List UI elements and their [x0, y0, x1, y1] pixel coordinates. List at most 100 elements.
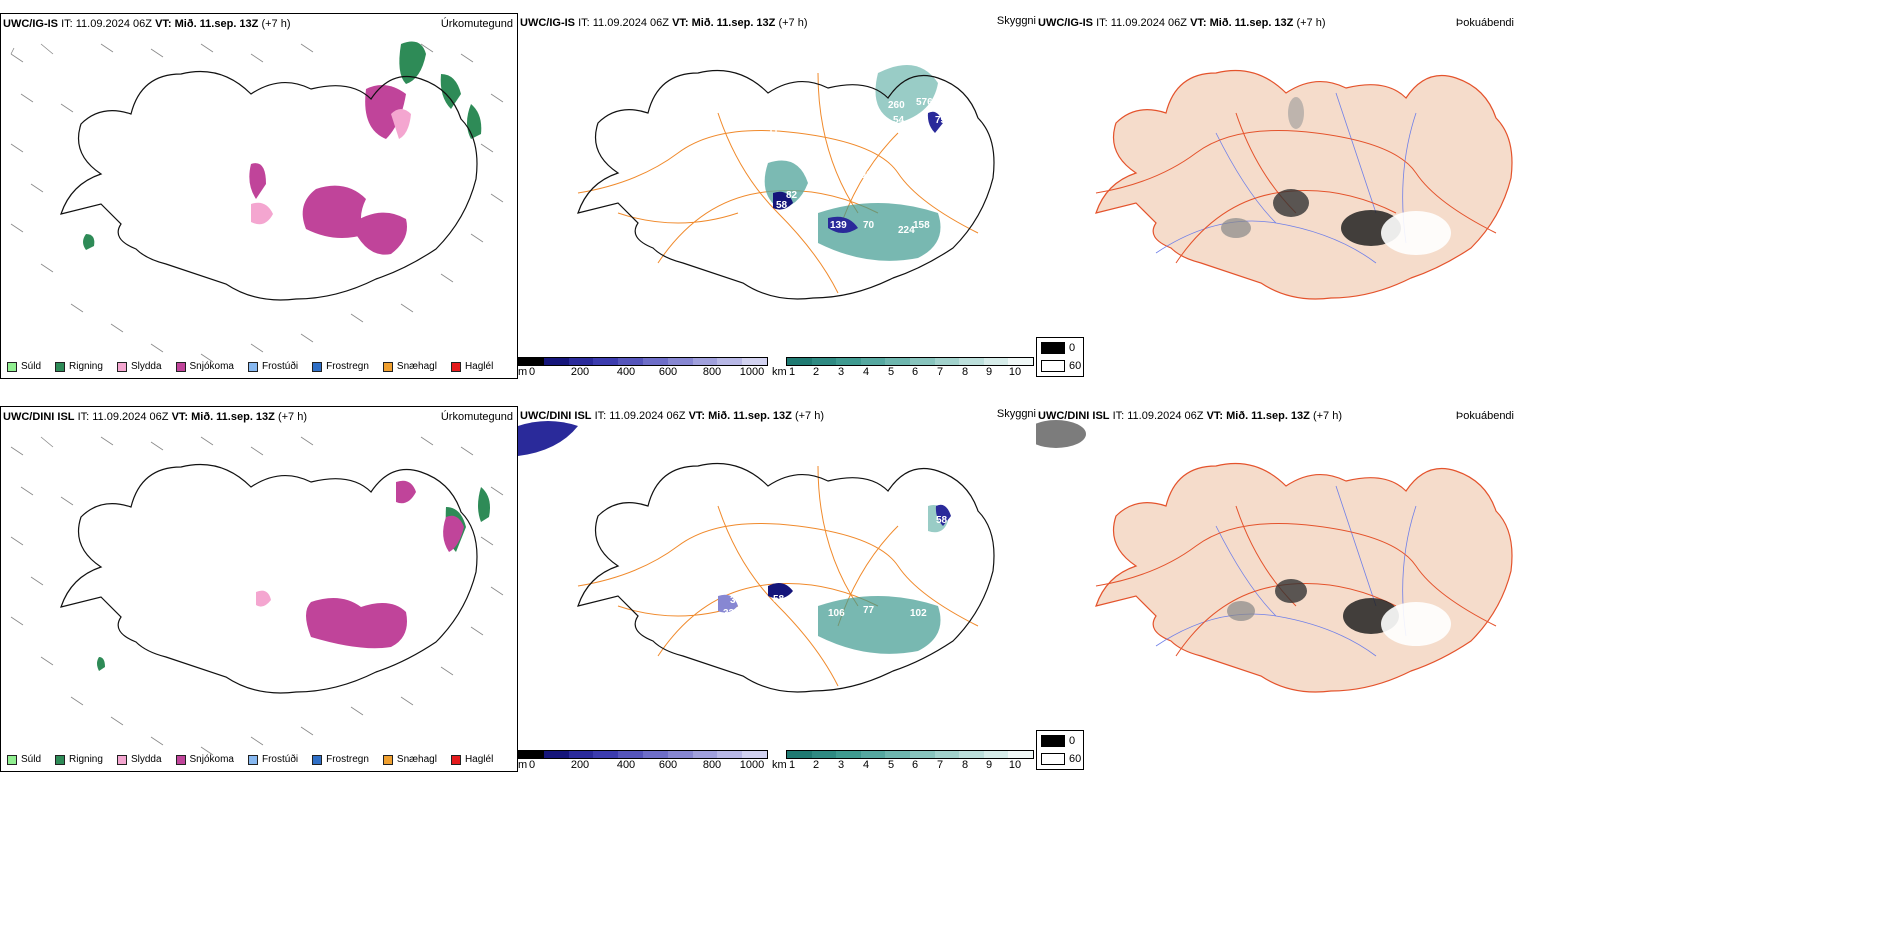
fog-key-high: 0: [1069, 735, 1076, 747]
precip-legend: Súld Rigning Slydda Snjókoma Frostúði Fr…: [7, 361, 493, 372]
iceland-fog-map: [1036, 420, 1513, 693]
ceiling-tick: 800: [702, 366, 722, 378]
ceiling-label: 102: [910, 608, 927, 619]
ceiling-label: 58: [936, 515, 948, 526]
ceiling-label: 77: [863, 605, 875, 616]
legend-item: Haglél: [450, 754, 493, 765]
road-network: [577, 72, 979, 294]
visibility-tick: 6: [911, 366, 919, 378]
ceiling-label: 106: [828, 608, 845, 619]
iceland-coastline: [577, 69, 995, 300]
iceland-coastline: [60, 463, 478, 694]
precip-areas: [83, 41, 482, 255]
fog-index-key: 0 60: [1036, 730, 1084, 770]
fog-key-low: 60: [1069, 360, 1082, 372]
wind-barbs: [10, 43, 504, 363]
precip-areas: [97, 480, 490, 671]
param-title: Þokuábendi: [1455, 410, 1514, 422]
legend-item: Súld: [7, 754, 41, 765]
ceiling-label: 102: [855, 170, 872, 181]
legend-item: Snæhagl: [382, 361, 437, 372]
visibility-tick: 5: [887, 366, 895, 378]
ceiling-label: 70: [863, 220, 875, 231]
legend-item: Súld: [7, 361, 41, 372]
ceiling-label: 224: [898, 225, 915, 236]
visibility-tick: 3: [837, 366, 845, 378]
ceiling-label: 30: [730, 595, 742, 606]
iceland-coastline: [60, 70, 478, 301]
ceiling-tick: 1000: [739, 759, 765, 771]
ceiling-tick: 0: [528, 759, 536, 771]
iceland-fog-map: [1095, 69, 1513, 300]
visibility-panel-row2: UWC/DINI ISL IT: 11.09.2024 06Z VT: Mið.…: [518, 406, 1036, 772]
iceland-visibility-map: 30 331 58 106 77 102 58 112: [518, 421, 995, 693]
rivers: [1155, 485, 1417, 657]
ceiling-tick: 400: [616, 759, 636, 771]
legend-item: Snæhagl: [382, 754, 437, 765]
visibility-colorbar: [786, 357, 1034, 366]
param-title: Úrkomutegund: [440, 18, 513, 30]
visibility-tick: 5: [887, 759, 895, 771]
legend-item: Rigning: [55, 754, 103, 765]
param-title: Skyggni: [996, 15, 1036, 27]
panel-header: UWC/DINI ISL IT: 11.09.2024 06Z VT: Mið.…: [1038, 410, 1342, 422]
ceiling-tick: 200: [570, 759, 590, 771]
visibility-tick: 8: [961, 366, 969, 378]
nw-ceiling-patch: [518, 421, 578, 456]
legend-item: Frostregn: [312, 754, 369, 765]
visibility-unit: km: [772, 366, 787, 378]
ceiling-label: 139: [830, 220, 847, 231]
iceland-land: [1095, 69, 1513, 300]
panel-header: UWC/DINI ISL IT: 11.09.2024 06Z VT: Mið.…: [3, 411, 307, 423]
visibility-areas: [718, 504, 951, 654]
ceiling-tick: 0: [528, 366, 536, 378]
legend-item: Frostúði: [247, 754, 298, 765]
panel-header: UWC/IG-IS IT: 11.09.2024 06Z VT: Mið. 11…: [520, 17, 808, 29]
ceiling-labels: 30 331 58 106 77 102 58 112: [723, 515, 980, 619]
precip-legend: Súld Rigning Slydda Snjókoma Frostúði Fr…: [7, 754, 493, 765]
fog-index-panel-row2: UWC/DINI ISL IT: 11.09.2024 06Z VT: Mið.…: [1036, 406, 1526, 772]
iceland-coastline: [577, 462, 995, 693]
ceiling-label: 58: [773, 594, 785, 605]
legend-item: Frostúði: [247, 361, 298, 372]
legend-item: Rigning: [55, 361, 103, 372]
ceiling-unit: m: [518, 366, 528, 378]
param-title: Þokuábendi: [1455, 17, 1514, 29]
precip-type-panel-row2: UWC/DINI ISL IT: 11.09.2024 06Z VT: Mið.…: [0, 406, 518, 772]
ceiling-tick: 800: [702, 759, 722, 771]
visibility-tick: 10: [1008, 366, 1022, 378]
road-network: [577, 465, 979, 687]
visibility-tick: 4: [862, 366, 870, 378]
visibility-tick: 3: [837, 759, 845, 771]
fog-key-high: 0: [1069, 342, 1076, 354]
panel-header: UWC/IG-IS IT: 11.09.2024 06Z VT: Mið. 11…: [1038, 17, 1326, 29]
ceiling-tick: 400: [616, 366, 636, 378]
ceiling-label: 58: [776, 200, 788, 211]
wind-barbs: [10, 436, 504, 756]
fog-index-panel-row1: UWC/IG-IS IT: 11.09.2024 06Z VT: Mið. 11…: [1036, 13, 1526, 379]
ceiling-tick: 1000: [739, 366, 765, 378]
panel-header: UWC/IG-IS IT: 11.09.2024 06Z VT: Mið. 11…: [3, 18, 291, 30]
fog-key-low: 60: [1069, 753, 1082, 765]
ceiling-label: 331: [723, 608, 740, 619]
visibility-unit: km: [772, 759, 787, 771]
param-title: Úrkomutegund: [440, 411, 513, 423]
visibility-tick: 1: [788, 366, 796, 378]
iceland-land: [1095, 462, 1513, 693]
visibility-colorbar: [786, 750, 1034, 759]
legend-item: Haglél: [450, 361, 493, 372]
visibility-areas: [764, 65, 943, 261]
visibility-tick: 9: [985, 366, 993, 378]
ceiling-label: 54: [893, 115, 905, 126]
ceiling-label: 158: [913, 220, 930, 231]
visibility-tick: 7: [936, 759, 944, 771]
rivers: [1155, 92, 1417, 264]
legend-item: Snjókoma: [175, 361, 234, 372]
ceiling-label: 82: [786, 190, 798, 201]
visibility-tick: 10: [1008, 759, 1022, 771]
ceiling-label: 75: [935, 115, 947, 126]
ceiling-colorbar: [518, 750, 768, 759]
visibility-tick: 4: [862, 759, 870, 771]
ceiling-label: 112: [963, 528, 980, 539]
fog-index-key: 0 60: [1036, 337, 1084, 377]
